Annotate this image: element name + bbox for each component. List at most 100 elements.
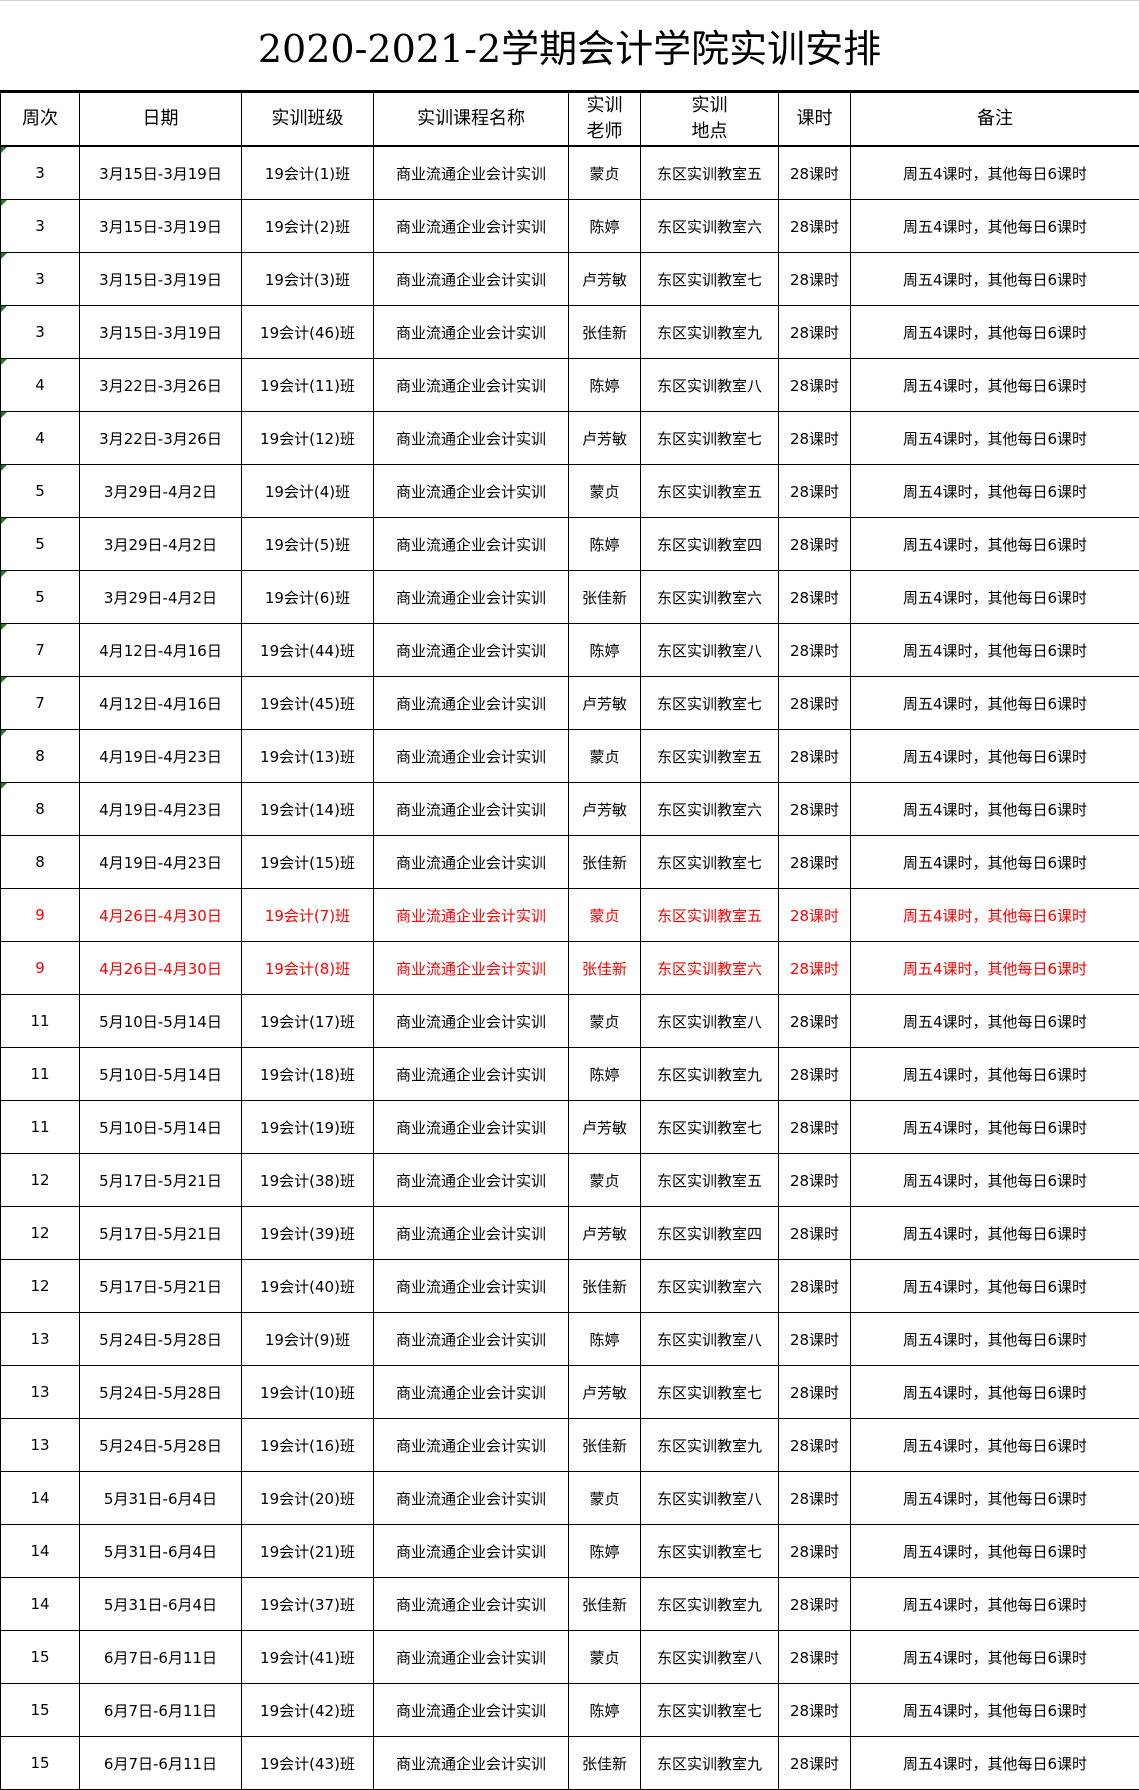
cell-note[interactable]: 周五4课时，其他每日6课时 [851,200,1139,253]
cell-course[interactable]: 商业流通企业会计实训 [374,1631,569,1684]
cell-date[interactable]: 4月19日-4月23日 [80,730,242,783]
cell-location[interactable]: 东区实训教室六 [641,783,779,836]
cell-location[interactable]: 东区实训教室四 [641,1207,779,1260]
cell-course[interactable]: 商业流通企业会计实训 [374,253,569,306]
cell-date[interactable]: 3月15日-3月19日 [80,200,242,253]
cell-week[interactable]: 8 [1,836,80,889]
cell-location[interactable]: 东区实训教室五 [641,889,779,942]
cell-week[interactable]: 11 [1,1048,80,1101]
cell-week[interactable]: 5 [1,518,80,571]
cell-note[interactable]: 周五4课时，其他每日6课时 [851,412,1139,465]
cell-location[interactable]: 东区实训教室九 [641,1419,779,1472]
cell-class[interactable]: 19会计(42)班 [242,1684,374,1737]
cell-course[interactable]: 商业流通企业会计实训 [374,1207,569,1260]
cell-location[interactable]: 东区实训教室八 [641,995,779,1048]
cell-location[interactable]: 东区实训教室六 [641,571,779,624]
cell-hours[interactable]: 28课时 [779,1207,851,1260]
cell-teacher[interactable]: 卢芳敏 [569,1207,641,1260]
cell-note[interactable]: 周五4课时，其他每日6课时 [851,146,1139,200]
cell-teacher[interactable]: 张佳新 [569,571,641,624]
cell-course[interactable]: 商业流通企业会计实训 [374,1737,569,1790]
cell-date[interactable]: 5月17日-5月21日 [80,1207,242,1260]
cell-location[interactable]: 东区实训教室七 [641,412,779,465]
cell-note[interactable]: 周五4课时，其他每日6课时 [851,1525,1139,1578]
cell-location[interactable]: 东区实训教室九 [641,1578,779,1631]
cell-week[interactable]: 3 [1,200,80,253]
cell-hours[interactable]: 28课时 [779,1366,851,1419]
cell-date[interactable]: 5月24日-5月28日 [80,1313,242,1366]
cell-note[interactable]: 周五4课时，其他每日6课时 [851,518,1139,571]
cell-course[interactable]: 商业流通企业会计实训 [374,889,569,942]
cell-class[interactable]: 19会计(21)班 [242,1525,374,1578]
cell-hours[interactable]: 28课时 [779,1101,851,1154]
cell-class[interactable]: 19会计(1)班 [242,146,374,200]
cell-class[interactable]: 19会计(15)班 [242,836,374,889]
cell-note[interactable]: 周五4课时，其他每日6课时 [851,624,1139,677]
cell-location[interactable]: 东区实训教室四 [641,518,779,571]
cell-note[interactable]: 周五4课时，其他每日6课时 [851,253,1139,306]
cell-hours[interactable]: 28课时 [779,942,851,995]
cell-class[interactable]: 19会计(19)班 [242,1101,374,1154]
cell-note[interactable]: 周五4课时，其他每日6课时 [851,677,1139,730]
cell-class[interactable]: 19会计(7)班 [242,889,374,942]
cell-date[interactable]: 5月24日-5月28日 [80,1366,242,1419]
cell-date[interactable]: 3月15日-3月19日 [80,146,242,200]
cell-teacher[interactable]: 卢芳敏 [569,1366,641,1419]
header-date[interactable]: 日期 [80,93,242,147]
cell-teacher[interactable]: 蒙贞 [569,1631,641,1684]
header-class[interactable]: 实训班级 [242,93,374,147]
cell-note[interactable]: 周五4课时，其他每日6课时 [851,730,1139,783]
cell-week[interactable]: 12 [1,1260,80,1313]
cell-week[interactable]: 13 [1,1366,80,1419]
cell-course[interactable]: 商业流通企业会计实训 [374,1525,569,1578]
cell-course[interactable]: 商业流通企业会计实训 [374,306,569,359]
cell-teacher[interactable]: 陈婷 [569,200,641,253]
cell-location[interactable]: 东区实训教室九 [641,1737,779,1790]
cell-teacher[interactable]: 陈婷 [569,518,641,571]
cell-hours[interactable]: 28课时 [779,1419,851,1472]
cell-week[interactable]: 7 [1,624,80,677]
cell-date[interactable]: 6月7日-6月11日 [80,1631,242,1684]
cell-teacher[interactable]: 张佳新 [569,1578,641,1631]
cell-course[interactable]: 商业流通企业会计实训 [374,359,569,412]
cell-location[interactable]: 东区实训教室八 [641,1472,779,1525]
cell-date[interactable]: 5月31日-6月4日 [80,1578,242,1631]
cell-date[interactable]: 5月31日-6月4日 [80,1525,242,1578]
cell-teacher[interactable]: 蒙贞 [569,995,641,1048]
cell-teacher[interactable]: 蒙贞 [569,730,641,783]
cell-teacher[interactable]: 张佳新 [569,306,641,359]
cell-hours[interactable]: 28课时 [779,1472,851,1525]
cell-week[interactable]: 7 [1,677,80,730]
cell-note[interactable]: 周五4课时，其他每日6课时 [851,306,1139,359]
cell-teacher[interactable]: 陈婷 [569,1313,641,1366]
cell-date[interactable]: 4月12日-4月16日 [80,677,242,730]
cell-note[interactable]: 周五4课时，其他每日6课时 [851,1048,1139,1101]
cell-hours[interactable]: 28课时 [779,730,851,783]
cell-class[interactable]: 19会计(18)班 [242,1048,374,1101]
cell-course[interactable]: 商业流通企业会计实训 [374,146,569,200]
cell-course[interactable]: 商业流通企业会计实训 [374,412,569,465]
cell-teacher[interactable]: 陈婷 [569,359,641,412]
cell-location[interactable]: 东区实训教室九 [641,1048,779,1101]
cell-week[interactable]: 4 [1,359,80,412]
header-location[interactable]: 实训 地点 [641,93,779,147]
cell-class[interactable]: 19会计(39)班 [242,1207,374,1260]
cell-course[interactable]: 商业流通企业会计实训 [374,995,569,1048]
cell-course[interactable]: 商业流通企业会计实训 [374,730,569,783]
cell-course[interactable]: 商业流通企业会计实训 [374,1048,569,1101]
cell-date[interactable]: 3月15日-3月19日 [80,306,242,359]
cell-date[interactable]: 4月12日-4月16日 [80,624,242,677]
cell-teacher[interactable]: 张佳新 [569,1419,641,1472]
cell-teacher[interactable]: 卢芳敏 [569,412,641,465]
cell-class[interactable]: 19会计(20)班 [242,1472,374,1525]
cell-note[interactable]: 周五4课时，其他每日6课时 [851,1313,1139,1366]
cell-date[interactable]: 6月7日-6月11日 [80,1684,242,1737]
cell-class[interactable]: 19会计(46)班 [242,306,374,359]
cell-class[interactable]: 19会计(12)班 [242,412,374,465]
cell-hours[interactable]: 28课时 [779,1260,851,1313]
header-course[interactable]: 实训课程名称 [374,93,569,147]
cell-course[interactable]: 商业流通企业会计实训 [374,200,569,253]
cell-date[interactable]: 5月17日-5月21日 [80,1154,242,1207]
cell-week[interactable]: 3 [1,146,80,200]
cell-hours[interactable]: 28课时 [779,146,851,200]
